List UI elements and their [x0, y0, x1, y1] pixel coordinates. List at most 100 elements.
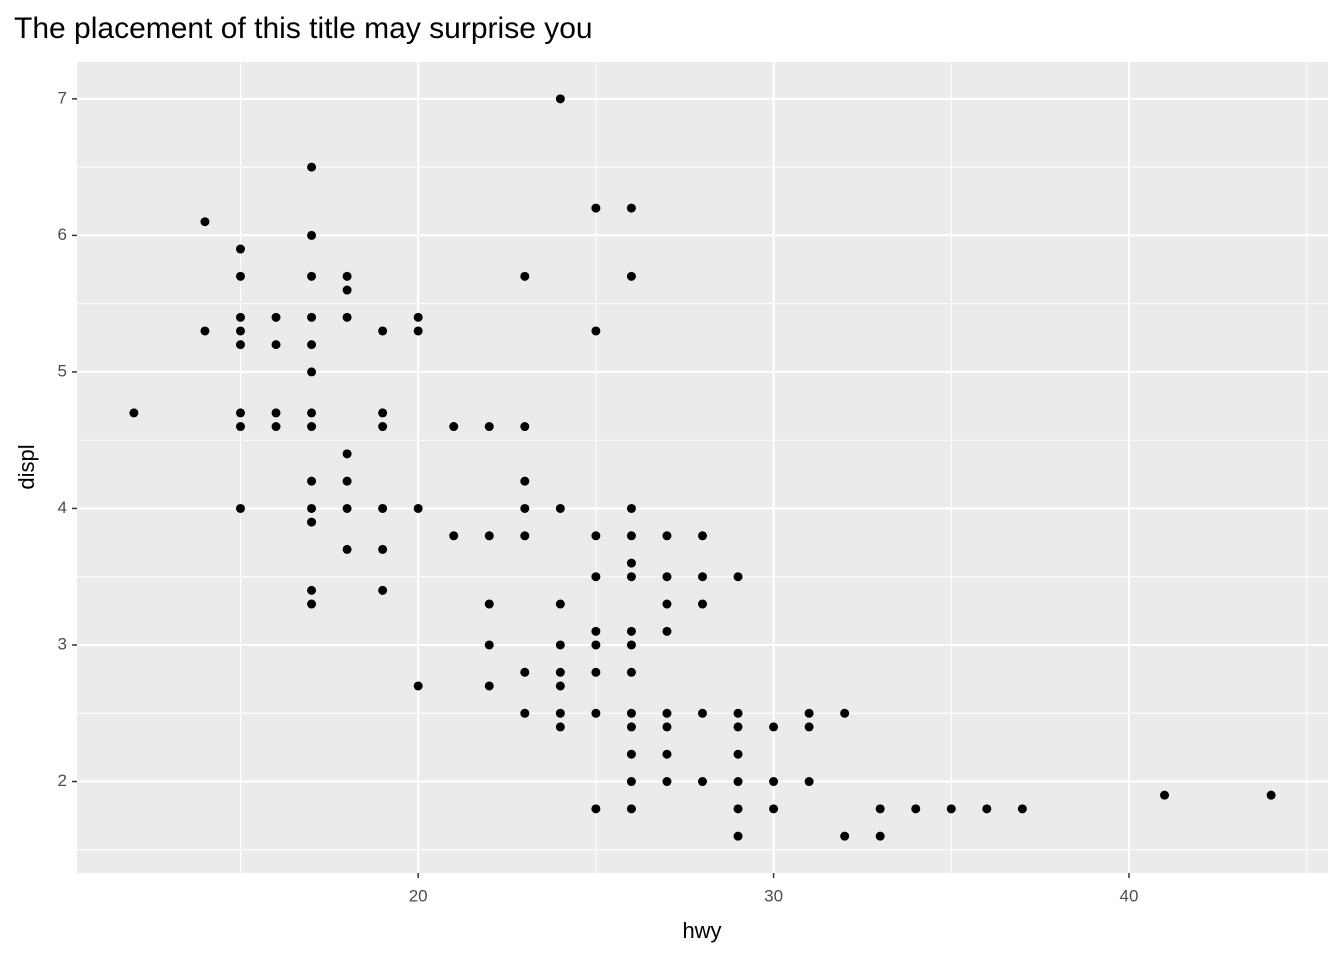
point	[698, 708, 707, 718]
point	[626, 708, 636, 718]
point	[235, 422, 245, 432]
point	[235, 340, 245, 350]
point	[733, 708, 743, 718]
point	[200, 217, 210, 227]
x-axis-title: hwy	[682, 918, 721, 943]
point	[662, 531, 672, 541]
point	[342, 476, 352, 486]
point	[733, 831, 743, 841]
point	[591, 326, 601, 336]
point	[235, 312, 245, 322]
point	[626, 804, 636, 814]
point	[307, 408, 317, 418]
point	[200, 326, 210, 336]
point	[698, 599, 707, 609]
point	[769, 804, 779, 814]
point	[875, 804, 885, 814]
point	[235, 271, 245, 281]
point	[733, 804, 743, 814]
point	[1017, 804, 1027, 814]
point	[484, 531, 494, 541]
y-tick-label: 3	[58, 634, 67, 653]
x-tick-label: 40	[1120, 886, 1139, 905]
point	[235, 244, 245, 254]
point	[698, 572, 707, 582]
point	[698, 531, 707, 541]
point	[662, 722, 672, 732]
point	[520, 422, 530, 432]
point	[378, 503, 388, 513]
point	[307, 422, 317, 432]
point	[662, 708, 672, 718]
point	[555, 722, 565, 732]
point	[307, 503, 317, 513]
point	[662, 599, 672, 609]
point	[413, 681, 423, 691]
point	[413, 312, 423, 322]
point	[804, 708, 814, 718]
point	[662, 749, 672, 759]
panel	[77, 62, 1328, 873]
point	[626, 640, 636, 650]
point	[591, 572, 601, 582]
point	[413, 503, 423, 513]
point	[555, 667, 565, 677]
point	[698, 777, 707, 787]
point	[271, 340, 281, 350]
point	[413, 326, 423, 336]
point	[804, 722, 814, 732]
point	[307, 367, 317, 377]
y-tick-label: 2	[58, 771, 67, 790]
point	[342, 503, 352, 513]
point	[342, 271, 352, 281]
point	[626, 203, 636, 213]
point	[307, 271, 317, 281]
point	[307, 599, 317, 609]
point	[307, 230, 317, 240]
point	[378, 326, 388, 336]
y-axis-title: displ	[14, 444, 39, 489]
point	[733, 722, 743, 732]
point	[769, 722, 779, 732]
point	[733, 749, 743, 759]
point	[307, 312, 317, 322]
point	[307, 585, 317, 595]
point	[378, 422, 388, 432]
point	[982, 804, 992, 814]
point	[555, 599, 565, 609]
point	[342, 312, 352, 322]
point	[520, 531, 530, 541]
y-tick-label: 4	[58, 498, 67, 517]
point	[555, 94, 565, 104]
point	[307, 340, 317, 350]
point	[626, 749, 636, 759]
point	[555, 640, 565, 650]
point	[591, 203, 601, 213]
point	[235, 503, 245, 513]
point	[626, 503, 636, 513]
y-tick-label: 6	[58, 225, 67, 244]
point	[733, 777, 743, 787]
point	[591, 531, 601, 541]
point	[626, 667, 636, 677]
point	[555, 681, 565, 691]
point	[307, 517, 317, 527]
point	[591, 640, 601, 650]
point	[235, 326, 245, 336]
point	[520, 708, 530, 718]
point	[378, 408, 388, 418]
point	[555, 708, 565, 718]
point	[342, 285, 352, 295]
point	[662, 572, 672, 582]
point	[591, 708, 601, 718]
points	[129, 94, 1276, 841]
point	[840, 831, 850, 841]
point	[1266, 790, 1276, 800]
point	[662, 626, 672, 636]
point	[520, 667, 530, 677]
point	[733, 572, 743, 582]
point	[449, 531, 459, 541]
point	[307, 162, 317, 172]
point	[129, 408, 139, 418]
